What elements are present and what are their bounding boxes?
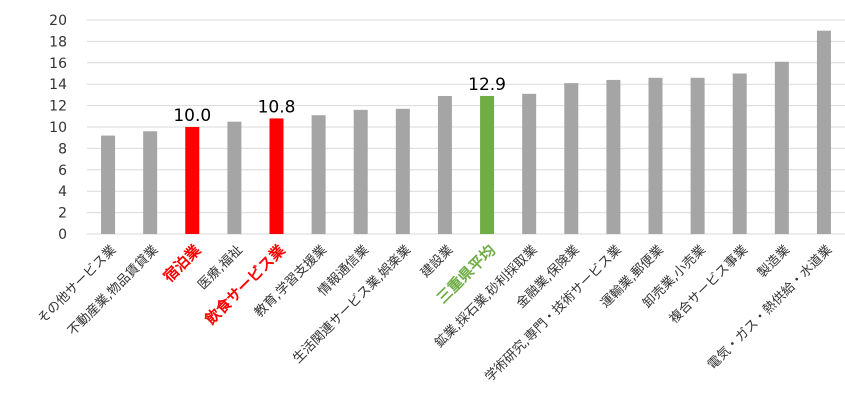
gridlines [87,19,845,235]
bar [101,135,116,234]
x-axis-labels: その他サービス業不動産業,物品賃貸業宿泊業医療,福祉飲食サービス業教育,学習支援… [34,241,835,385]
bar [353,109,368,234]
bar [227,121,242,234]
y-tick-label: 6 [58,163,67,179]
bar [185,127,200,234]
y-tick-label: 0 [58,227,67,243]
y-tick-label: 4 [58,184,67,200]
y-tick-label: 18 [49,34,67,50]
bar [564,83,579,234]
bar [648,77,663,234]
bar [732,73,747,234]
bar [816,30,831,235]
y-tick-label: 10 [49,120,67,136]
y-tick-label: 14 [49,77,67,93]
bar [269,118,284,234]
x-tick-label: その他サービス業 [34,242,119,327]
y-axis-ticks: 0 2 4 6 8 10 12 14 16 18 20 [49,13,67,243]
data-label: 12.9 [468,75,506,95]
y-tick-label: 2 [58,206,67,222]
bar [522,93,537,234]
y-tick-label: 20 [49,13,67,29]
data-label: 10.8 [258,97,296,117]
bar [143,131,158,234]
bar [395,108,410,234]
bar [437,95,452,234]
y-tick-label: 8 [58,141,67,157]
x-tick-label: 複合サービス事業 [666,242,751,327]
x-tick-label: 建設業 [417,242,456,281]
data-labels: 10.0 10.8 12.9 [173,75,506,126]
data-label: 10.0 [173,106,211,126]
x-tick-label: 製造業 [754,242,793,281]
bar [311,115,326,234]
bar [774,61,789,235]
bar [480,95,495,234]
bar [606,79,621,234]
y-tick-label: 12 [49,99,67,115]
y-tick-label: 16 [49,56,67,72]
bar [690,77,705,234]
bars [101,30,831,235]
